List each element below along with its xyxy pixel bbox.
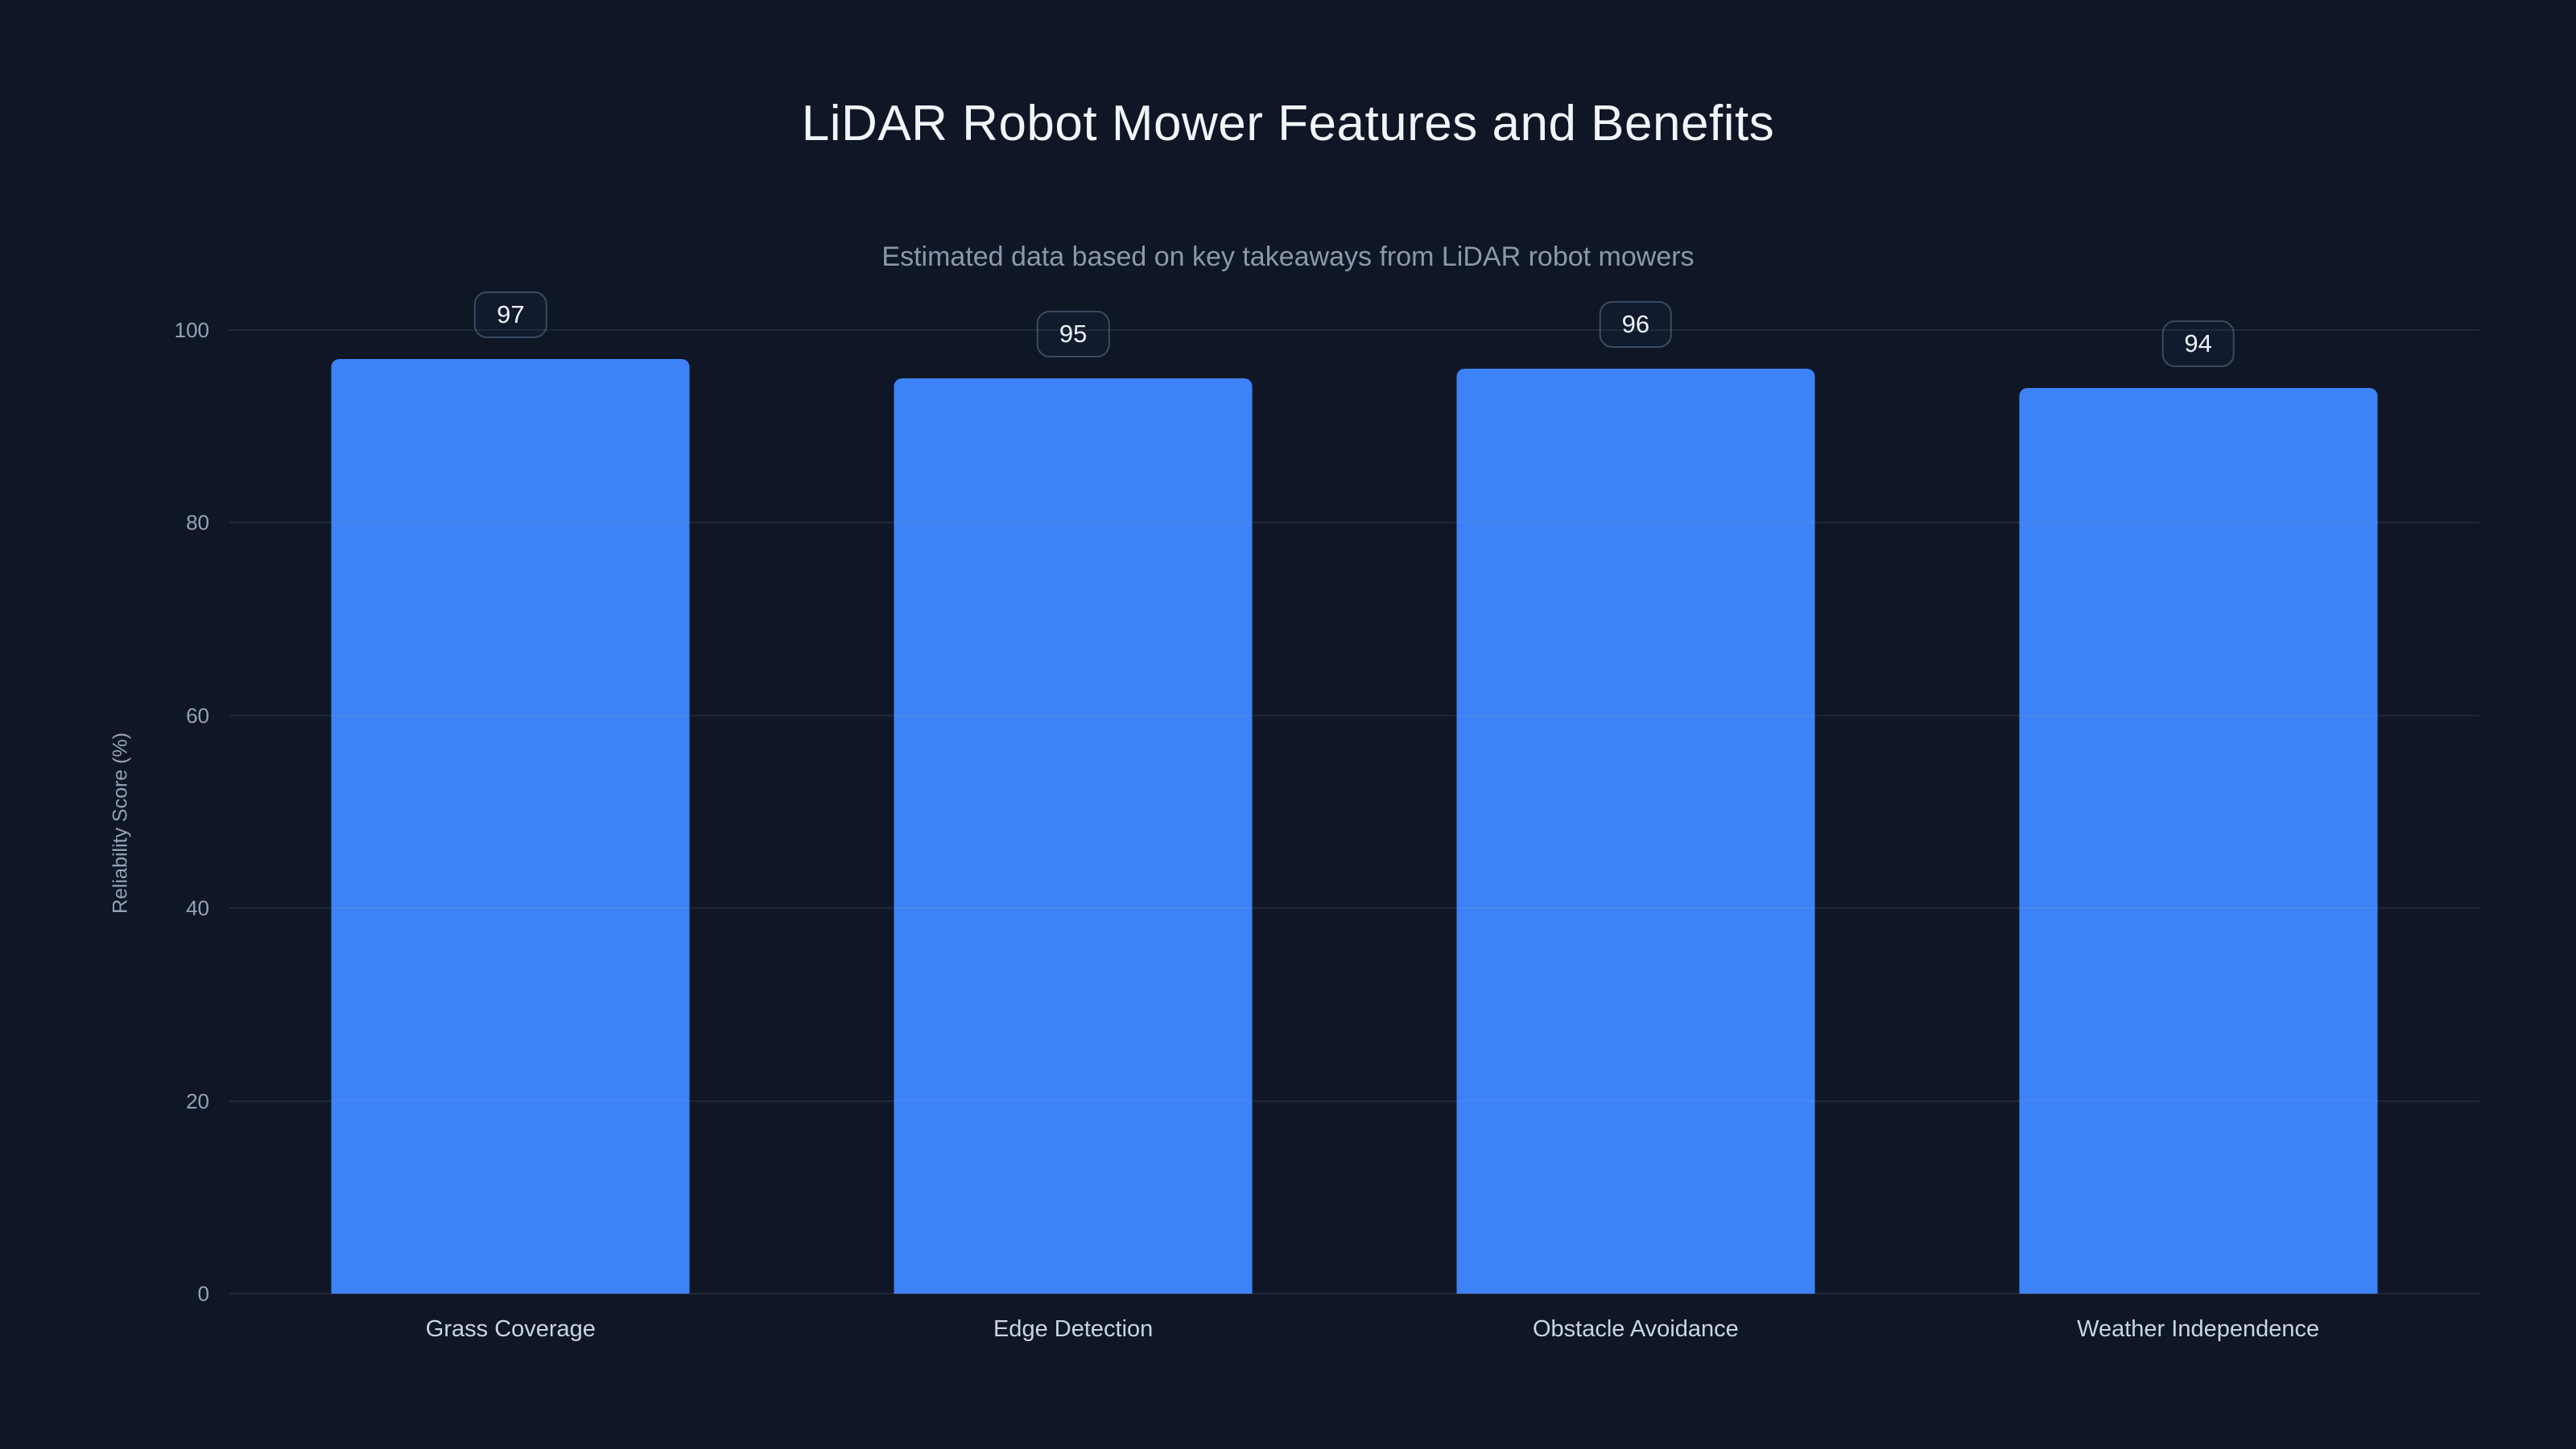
gridline xyxy=(229,329,2479,331)
bar-value-badge: 94 xyxy=(2161,320,2235,367)
y-tick-label: 60 xyxy=(186,703,209,728)
y-tick-label: 20 xyxy=(186,1088,209,1113)
y-tick-label: 100 xyxy=(174,318,209,342)
bar xyxy=(894,378,1253,1294)
gridline xyxy=(229,1100,2479,1102)
x-category-label: Weather Independence xyxy=(2077,1316,2320,1342)
bar-slot: 95 xyxy=(792,310,1355,1294)
plot-area: 97 95 96 94 Grass Coverage Edge Detection Obs… xyxy=(175,291,2479,1342)
bar-slot: 94 xyxy=(1917,320,2479,1294)
bar-value-badge: 95 xyxy=(1036,310,1110,357)
y-axis-label: Reliability Score (%) xyxy=(109,732,132,914)
gridline xyxy=(229,907,2479,910)
bar xyxy=(331,358,690,1294)
bar-slot: 96 xyxy=(1355,300,1918,1294)
bar-value-badge: 96 xyxy=(1599,300,1673,348)
x-category-label: Grass Coverage xyxy=(425,1316,596,1342)
x-axis-labels-row: Grass Coverage Edge Detection Obstacle Avo… xyxy=(229,1316,2479,1343)
y-tick-label: 0 xyxy=(197,1282,209,1306)
y-tick-label: 80 xyxy=(186,510,209,535)
gridline xyxy=(229,522,2479,524)
gridline xyxy=(229,714,2479,716)
gridline xyxy=(229,1293,2479,1294)
x-category-label: Obstacle Avoidance xyxy=(1532,1316,1739,1342)
bar xyxy=(2019,387,2378,1294)
bar-value-badge: 97 xyxy=(474,291,547,338)
bar xyxy=(1456,368,1815,1294)
y-tick-label: 40 xyxy=(186,896,209,921)
bar-slot: 97 xyxy=(229,291,792,1294)
x-category-label: Edge Detection xyxy=(993,1316,1154,1342)
chart-subtitle: Estimated data based on key takeaways fr… xyxy=(881,242,1695,272)
chart-title: LiDAR Robot Mower Features and Benefits xyxy=(801,96,1775,151)
bars-row: 97 95 96 94 xyxy=(229,291,2479,1294)
